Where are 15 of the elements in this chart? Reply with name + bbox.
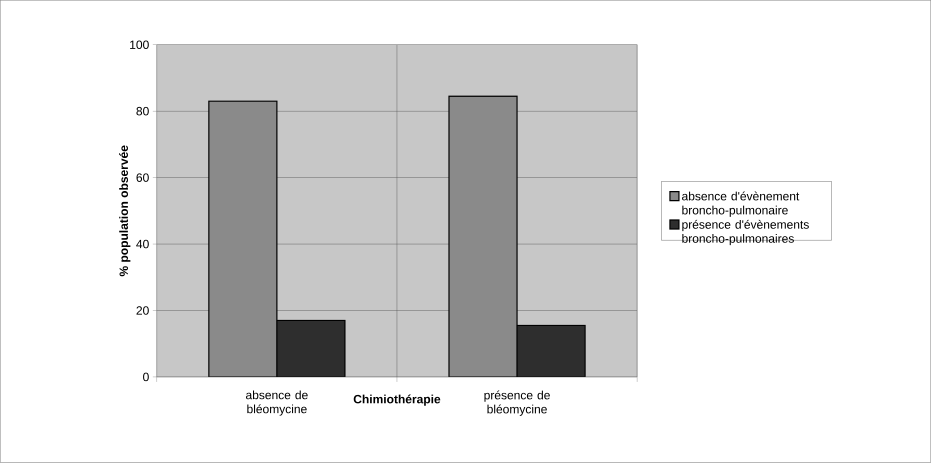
bar <box>516 325 586 378</box>
y-tick-label: 0 <box>143 372 149 382</box>
y-tick-label: 60 <box>136 174 149 182</box>
y-tick-label: 80 <box>136 107 149 116</box>
legend-label: présence d'évènements broncho-pulmonaires <box>682 220 809 246</box>
y-axis-title: % population observée <box>119 146 130 276</box>
bar <box>208 100 278 378</box>
bar <box>276 320 346 378</box>
y-tick-label: 20 <box>136 306 149 315</box>
y-tick-label: 40 <box>136 240 149 248</box>
y-tick-label: 100 <box>130 40 149 50</box>
x-tick-label: absence de bléomycine <box>246 390 308 416</box>
bar <box>448 96 518 378</box>
x-axis-title: Chimiothérapie <box>354 394 440 406</box>
x-tick-label: présence de bléomycine <box>484 390 550 416</box>
